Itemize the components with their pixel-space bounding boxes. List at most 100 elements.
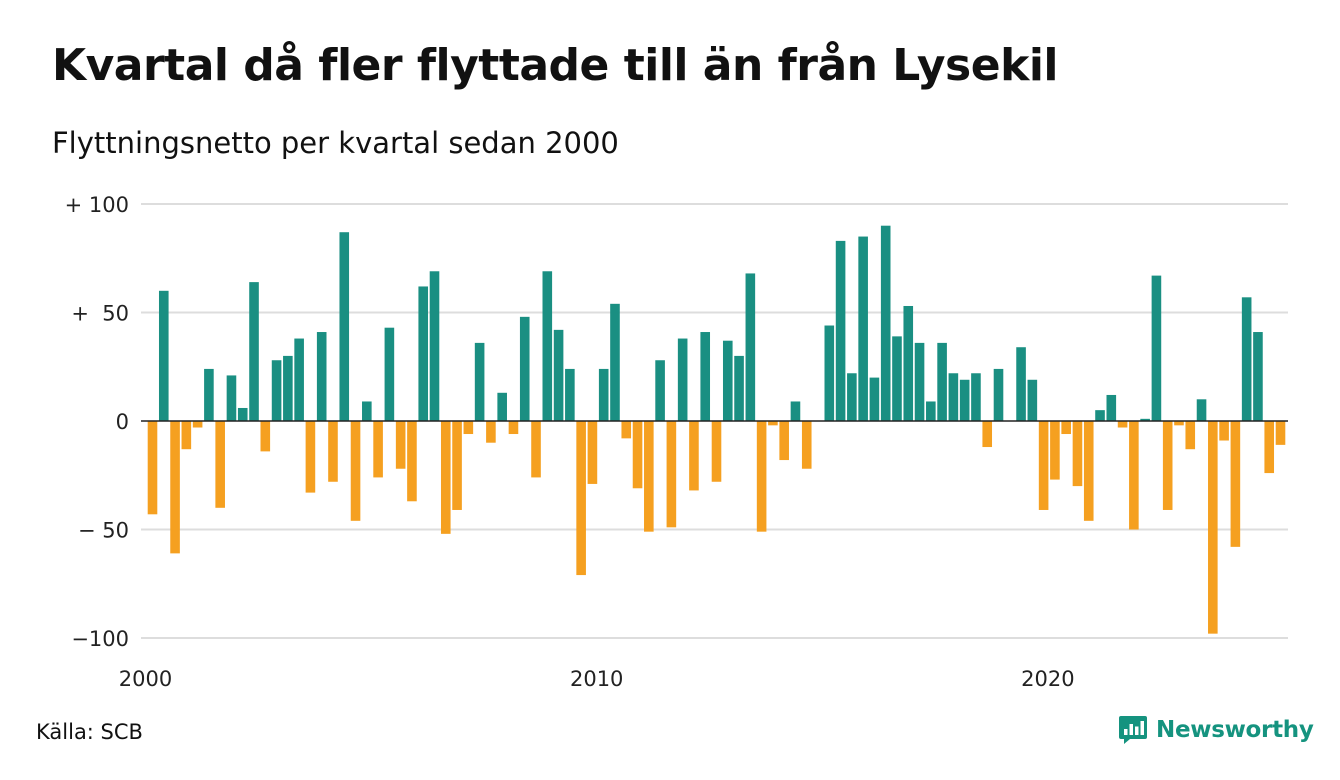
bar	[204, 368, 214, 421]
bar	[745, 273, 756, 421]
bar	[1117, 421, 1128, 428]
bar	[700, 332, 711, 421]
bars	[147, 225, 1286, 634]
bar	[316, 332, 327, 421]
y-tick-label: − 50	[78, 519, 129, 543]
bar	[237, 407, 248, 421]
bar	[982, 421, 993, 448]
bar	[215, 421, 225, 508]
bar	[1083, 421, 1094, 521]
y-tick-label: + 100	[65, 193, 129, 217]
bar	[926, 401, 936, 421]
bar	[1196, 399, 1207, 421]
bar	[170, 421, 180, 554]
bar	[407, 421, 417, 502]
bar	[903, 305, 914, 421]
bar	[644, 421, 654, 532]
bar	[1027, 379, 1038, 421]
bar	[395, 421, 406, 469]
bar	[1095, 410, 1105, 421]
bar	[801, 421, 812, 469]
bar	[1151, 275, 1162, 421]
bar	[249, 282, 259, 421]
bar	[790, 401, 801, 421]
bar	[542, 271, 553, 421]
bar	[1106, 394, 1117, 421]
bar	[1208, 421, 1218, 634]
y-tick-label: 0	[116, 410, 129, 434]
bar	[1050, 421, 1060, 480]
bar	[553, 329, 564, 421]
bar	[948, 373, 959, 421]
bar	[305, 421, 316, 493]
brand-logo: Newsworthy	[1118, 714, 1314, 746]
brand-name: Newsworthy	[1156, 717, 1314, 743]
bar	[824, 325, 835, 421]
grid-lines	[141, 203, 1288, 639]
bar	[474, 342, 485, 421]
bar	[655, 360, 665, 421]
bar	[666, 421, 677, 528]
bar	[283, 355, 293, 421]
y-tick-label: −100	[71, 627, 129, 651]
x-axis-labels: 2000 2010 2020	[119, 667, 1075, 691]
y-tick-label: + 50	[71, 302, 129, 326]
bar	[722, 340, 733, 421]
bar	[1140, 418, 1150, 421]
bar	[779, 421, 789, 461]
bar	[362, 401, 372, 421]
bar	[192, 421, 203, 428]
bar	[1275, 421, 1286, 445]
bar	[598, 368, 609, 421]
bar	[1162, 421, 1173, 510]
chart-subtitle: Flyttningsnetto per kvartal sedan 2000	[52, 126, 619, 160]
bar	[271, 360, 282, 421]
x-tick-label: 2000	[119, 667, 172, 691]
bar	[328, 421, 338, 482]
bar	[1219, 421, 1229, 441]
bar	[384, 327, 395, 421]
bar	[294, 338, 304, 421]
bar	[429, 271, 440, 421]
bar	[858, 236, 868, 421]
bar	[440, 421, 451, 534]
bar	[1264, 421, 1275, 474]
bar	[756, 421, 767, 532]
bar	[937, 342, 947, 421]
x-tick-label: 2010	[570, 667, 623, 691]
bar	[610, 303, 620, 421]
bar	[1129, 421, 1139, 530]
bar	[711, 421, 722, 482]
bar	[1185, 421, 1196, 450]
bar	[1253, 332, 1263, 421]
bar	[621, 421, 632, 439]
bar	[350, 421, 361, 521]
bar	[1241, 297, 1252, 421]
bar	[1230, 421, 1241, 547]
bar	[689, 421, 699, 491]
bar	[339, 232, 350, 421]
bar	[418, 286, 429, 421]
bar	[1038, 421, 1049, 510]
bar	[565, 368, 575, 421]
bar	[576, 421, 586, 576]
bar	[181, 421, 192, 450]
bar	[1061, 421, 1071, 435]
bar	[993, 368, 1004, 421]
bar	[260, 421, 271, 452]
bar	[1072, 421, 1083, 487]
bar	[452, 421, 462, 510]
bar	[880, 225, 891, 421]
x-tick-label: 2020	[1021, 667, 1074, 691]
source-label: Källa: SCB	[36, 720, 143, 744]
bar	[1016, 347, 1026, 421]
bar	[768, 421, 778, 426]
bar	[226, 375, 237, 421]
bar	[892, 336, 902, 421]
bar	[373, 421, 383, 478]
newsworthy-icon	[1119, 716, 1147, 744]
bar	[1174, 421, 1184, 426]
bar	[497, 392, 507, 421]
bar	[158, 290, 169, 421]
bar	[486, 421, 496, 443]
